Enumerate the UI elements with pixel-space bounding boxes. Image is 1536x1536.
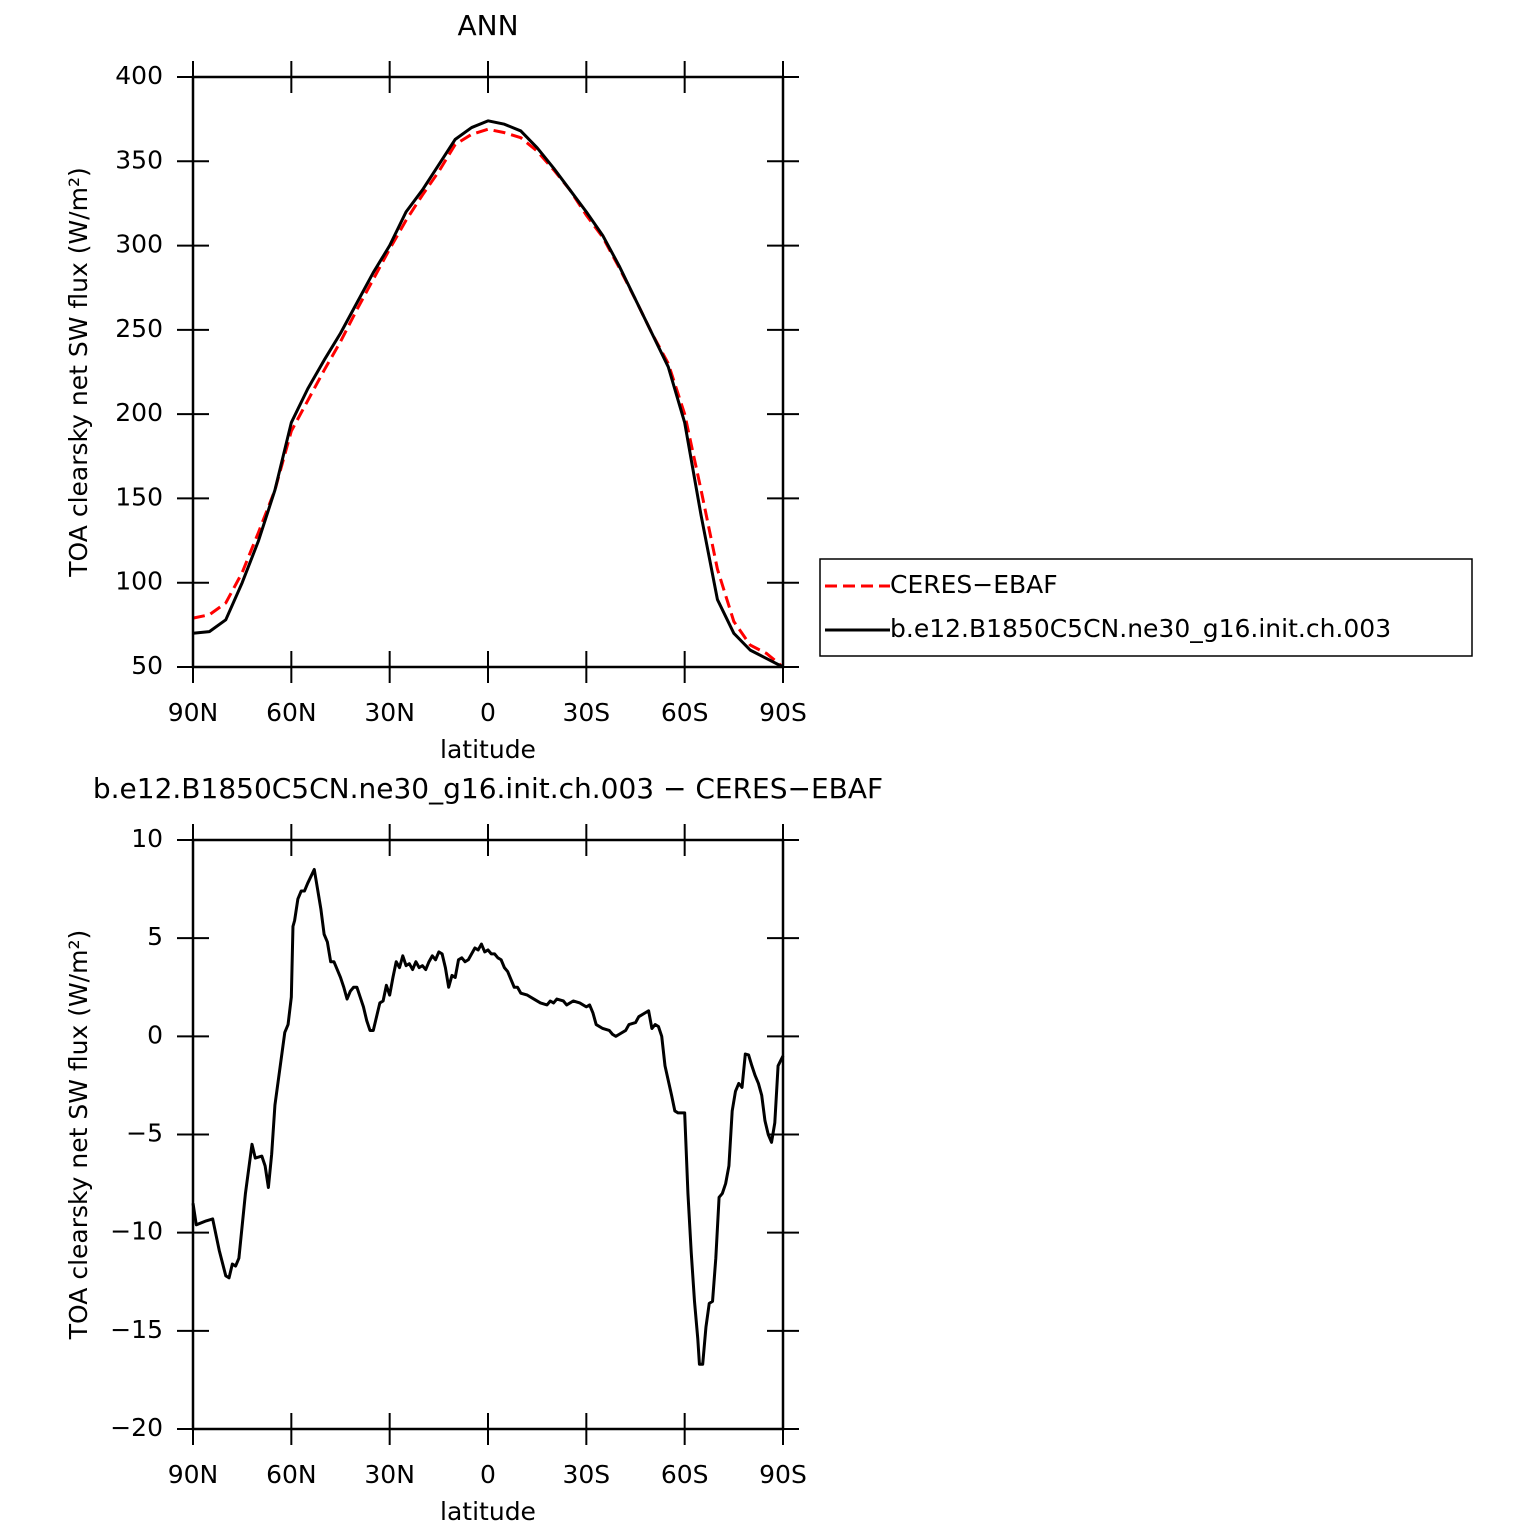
- data-line: [192, 127, 784, 669]
- y-tick-label: −5: [126, 1119, 163, 1148]
- legend-box: [819, 558, 1473, 657]
- y-tick-label: −10: [110, 1217, 163, 1246]
- y-tick-label: 400: [115, 61, 163, 90]
- y-tick-label: 350: [115, 145, 163, 174]
- y-tick-label: 250: [115, 314, 163, 343]
- y-tick-label: −20: [110, 1413, 163, 1442]
- y-tick-label: 0: [147, 1020, 163, 1049]
- chart-title: b.e12.B1850C5CN.ne30_g16.init.ch.003 − C…: [93, 772, 883, 805]
- x-tick-label: 60N: [266, 1460, 317, 1489]
- y-tick-label: 50: [131, 651, 163, 680]
- x-axis-label: latitude: [440, 1497, 536, 1526]
- x-tick-label: 90N: [168, 1460, 219, 1489]
- plot-frame: [191, 75, 785, 669]
- data-line: [191, 867, 785, 1366]
- y-tick-label: 100: [115, 567, 163, 596]
- x-tick-label: 90N: [168, 698, 219, 727]
- y-axis-label: TOA clearsky net SW flux (W/m²): [64, 930, 93, 1340]
- x-tick-label: 30N: [364, 698, 415, 727]
- y-tick-label: 5: [147, 922, 163, 951]
- y-tick-label: 300: [115, 230, 163, 259]
- legend-label: b.e12.B1850C5CN.ne30_g16.init.ch.003: [890, 614, 1391, 643]
- x-tick-label: 30N: [364, 1460, 415, 1489]
- y-tick-label: 150: [115, 482, 163, 511]
- y-tick-label: 200: [115, 398, 163, 427]
- y-axis-label: TOA clearsky net SW flux (W/m²): [64, 167, 93, 577]
- y-tick-label: −15: [110, 1315, 163, 1344]
- x-tick-label: 60N: [266, 698, 317, 727]
- x-tick-label: 30S: [562, 698, 610, 727]
- y-tick-label: 10: [131, 824, 163, 853]
- x-tick-label: 0: [480, 698, 496, 727]
- chart-title: ANN: [457, 9, 518, 42]
- legend-label: CERES−EBAF: [890, 570, 1058, 599]
- x-tick-label: 60S: [661, 1460, 709, 1489]
- x-tick-label: 90S: [759, 1460, 807, 1489]
- x-tick-label: 60S: [661, 698, 709, 727]
- x-tick-label: 0: [480, 1460, 496, 1489]
- x-axis-label: latitude: [440, 735, 536, 764]
- x-tick-label: 90S: [759, 698, 807, 727]
- plot-frame: [191, 838, 785, 1431]
- data-line: [192, 119, 784, 669]
- x-tick-label: 30S: [562, 1460, 610, 1489]
